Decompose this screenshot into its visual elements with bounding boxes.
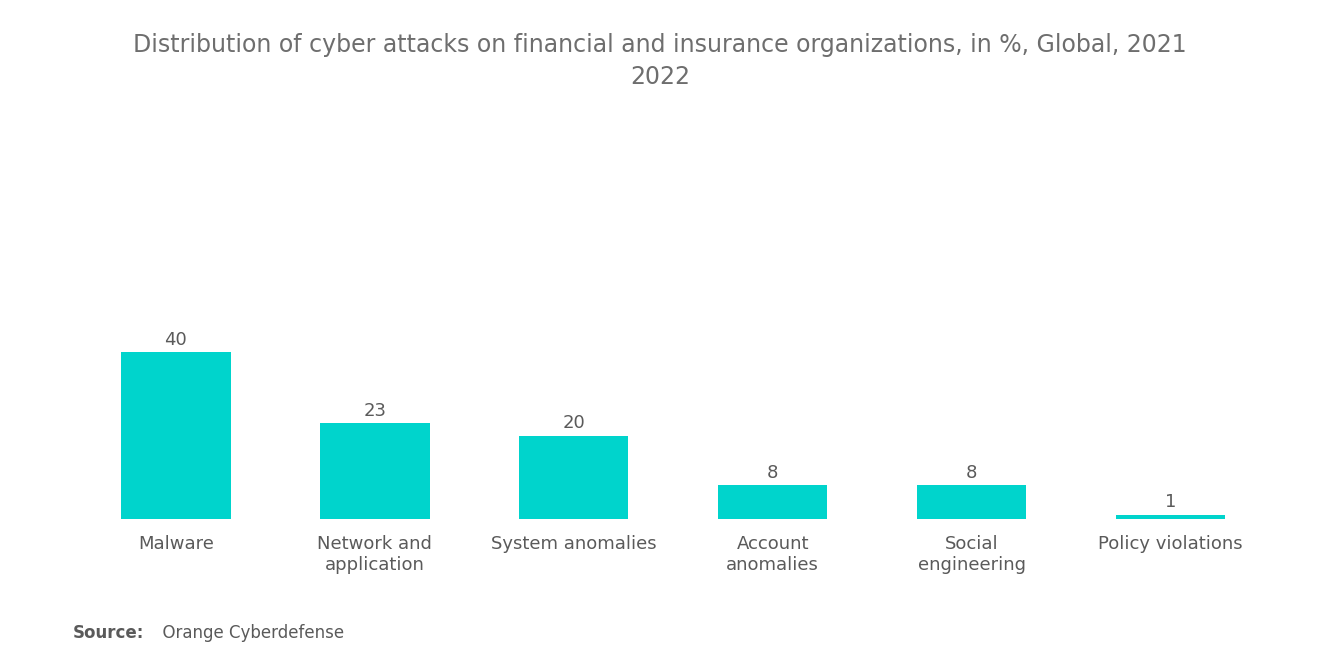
Bar (718, 485, 828, 519)
Text: 23: 23 (363, 402, 387, 420)
Text: 1: 1 (1164, 493, 1176, 511)
Bar (917, 485, 1026, 519)
Text: Orange Cyberdefense: Orange Cyberdefense (152, 624, 345, 642)
Text: Source:: Source: (73, 624, 144, 642)
Text: 40: 40 (165, 331, 187, 349)
Text: 8: 8 (966, 464, 977, 482)
Bar (321, 423, 429, 519)
Bar (519, 436, 628, 519)
Bar (1115, 515, 1225, 519)
Text: Distribution of cyber attacks on financial and insurance organizations, in %, Gl: Distribution of cyber attacks on financi… (133, 33, 1187, 89)
Bar (121, 352, 231, 519)
Text: 8: 8 (767, 464, 779, 482)
Text: 20: 20 (562, 414, 585, 432)
